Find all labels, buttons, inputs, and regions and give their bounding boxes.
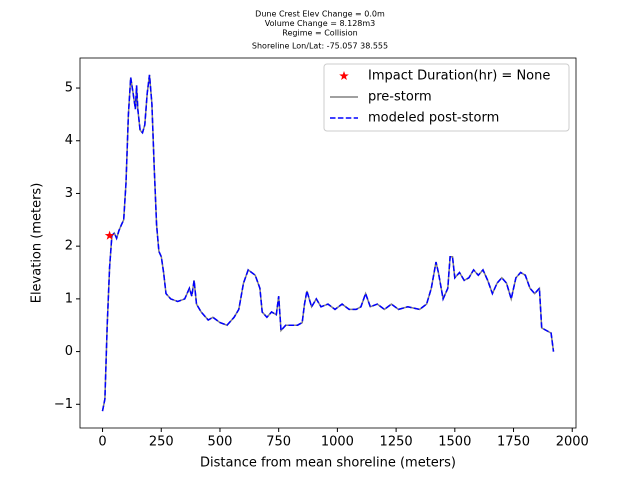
legend-box: [323, 63, 570, 132]
y-tick-label: 3: [65, 186, 73, 201]
x-tick-label: 250: [149, 435, 174, 450]
legend-marker: [339, 71, 349, 80]
y-axis-label: Elevation (meters): [30, 183, 45, 304]
y-tick-label: 2: [65, 239, 73, 254]
x-tick-label: 500: [208, 435, 233, 450]
title-line: Volume Change = 8.128m3: [265, 19, 376, 28]
x-tick-label: 1500: [438, 435, 471, 450]
x-tick-label: 0: [98, 435, 106, 450]
title-line: Regime = Collision: [282, 29, 357, 38]
y-tick-label: −1: [54, 397, 73, 412]
y-tick-label: 0: [65, 344, 73, 359]
x-tick-label: 1750: [497, 435, 530, 450]
title-line: Shoreline Lon/Lat: -75.057 38.555: [252, 42, 388, 51]
x-tick-label: 1250: [380, 435, 413, 450]
series-line: [101, 74, 555, 412]
y-tick-label: 4: [65, 133, 73, 148]
x-tick-label: 750: [266, 435, 291, 450]
y-tick-label: 1: [65, 291, 73, 306]
legend-label: Impact Duration(hr) = None: [368, 69, 550, 84]
plot-frame: [79, 57, 577, 429]
x-tick-label: 2000: [556, 435, 589, 450]
x-axis-label: Distance from mean shoreline (meters): [200, 456, 456, 471]
x-tick-label: 1000: [321, 435, 354, 450]
legend-label: modeled post-storm: [368, 111, 499, 126]
y-tick-label: 5: [65, 81, 73, 96]
title-line: Dune Crest Elev Change = 0.0m: [255, 10, 385, 19]
legend-label: pre-storm: [368, 90, 432, 105]
impact-marker: [104, 230, 115, 240]
